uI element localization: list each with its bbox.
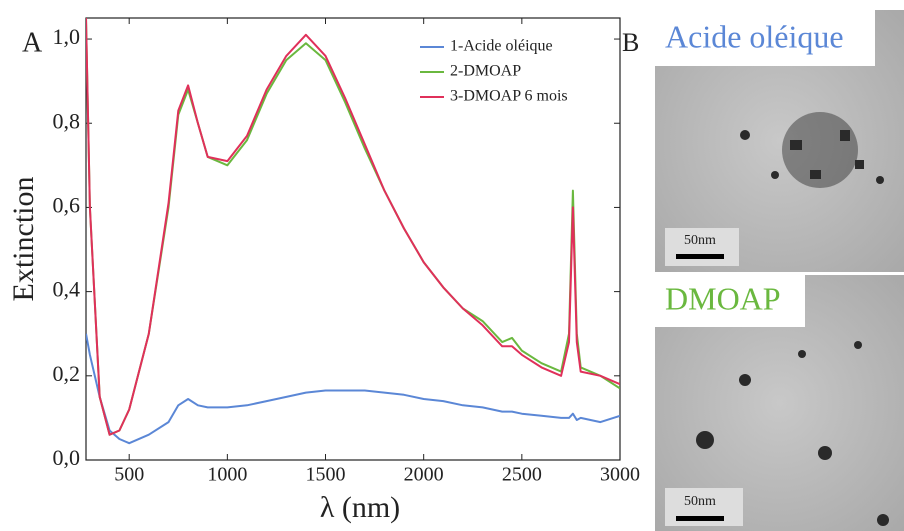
y-axis-label: Extinction [7,177,40,302]
scale-bar-label: 50nm [684,494,716,509]
x-tick-label: 1500 [306,464,346,486]
panel-label: B [622,28,639,57]
x-tick-label: 2500 [502,464,542,486]
y-tick-label: 0,8 [53,108,81,133]
y-tick-label: 0,4 [53,277,81,302]
legend-label: 2-DMOAP [450,63,521,80]
y-tick-label: 0,0 [53,445,81,470]
x-tick-label: 1000 [207,464,247,486]
x-tick-label: 2000 [404,464,444,486]
data-line [86,18,620,436]
y-tick-label: 0,2 [53,361,81,386]
tem-image [655,10,904,531]
plot-area [86,18,620,445]
y-tick-label: 0,6 [53,192,81,217]
image-label: DMOAP [665,280,781,316]
legend-label: 1-Acide oléique [450,38,553,55]
image-label: Acide oléique [665,18,844,54]
data-line [86,18,620,436]
scale-bar-label: 50nm [684,233,716,248]
legend-label: 3-DMOAP 6 mois [450,88,568,105]
x-axis-label: λ (nm) [320,491,400,524]
panel-label: A [22,27,43,58]
plot-frame [85,17,621,461]
x-tick-label: 500 [114,464,144,486]
y-tick-label: 1,0 [53,24,81,49]
x-tick-label: 3000 [600,464,640,486]
data-line [86,333,620,445]
